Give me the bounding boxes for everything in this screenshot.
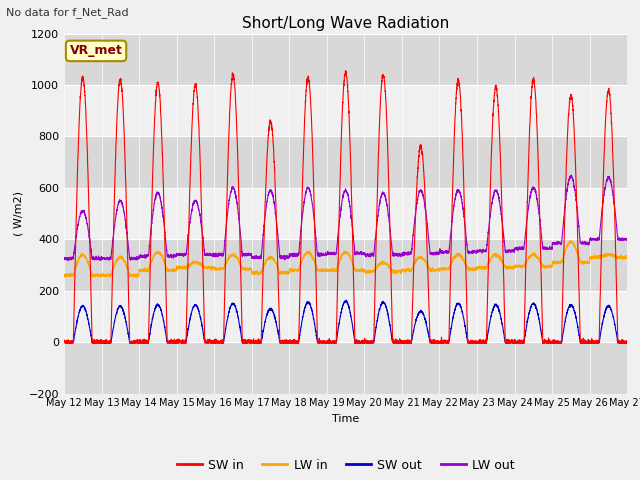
Bar — [64, 291, 627, 342]
Bar — [64, 136, 627, 188]
Title: Short/Long Wave Radiation: Short/Long Wave Radiation — [242, 16, 449, 31]
Bar — [64, 188, 627, 240]
Text: No data for f_Net_Rad: No data for f_Net_Rad — [6, 7, 129, 18]
Bar — [64, 85, 627, 136]
Bar — [64, 34, 627, 85]
Y-axis label: ( W/m2): ( W/m2) — [13, 191, 23, 236]
Text: VR_met: VR_met — [70, 44, 122, 58]
Bar — [64, 342, 627, 394]
X-axis label: Time: Time — [332, 414, 359, 424]
Legend: SW in, LW in, SW out, LW out: SW in, LW in, SW out, LW out — [172, 454, 520, 477]
Bar — [64, 240, 627, 291]
